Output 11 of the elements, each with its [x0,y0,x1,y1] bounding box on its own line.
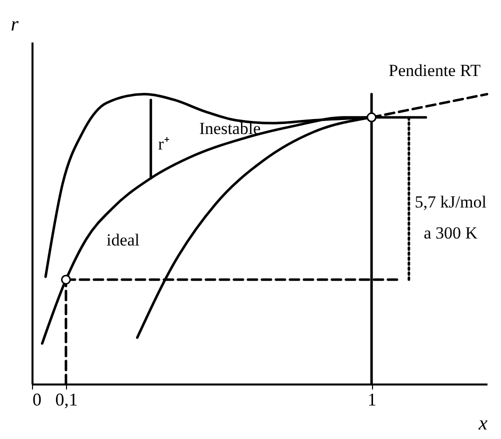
text: Pendiente RT [388,61,482,80]
x-tick-label: 0 [32,390,42,410]
x-tick-label: 0,1 [55,390,78,410]
x-axis-title: x [478,412,488,434]
annotation: ideal [106,230,140,250]
y-axis-title: r [10,14,19,36]
annotation: 5,7 kJ/mol [414,192,487,212]
annotation: a 300 K [424,224,478,243]
annotation: r⁺ [158,134,170,154]
annotation: Inestable [199,119,261,138]
x-tick-label: 1 [368,390,377,410]
